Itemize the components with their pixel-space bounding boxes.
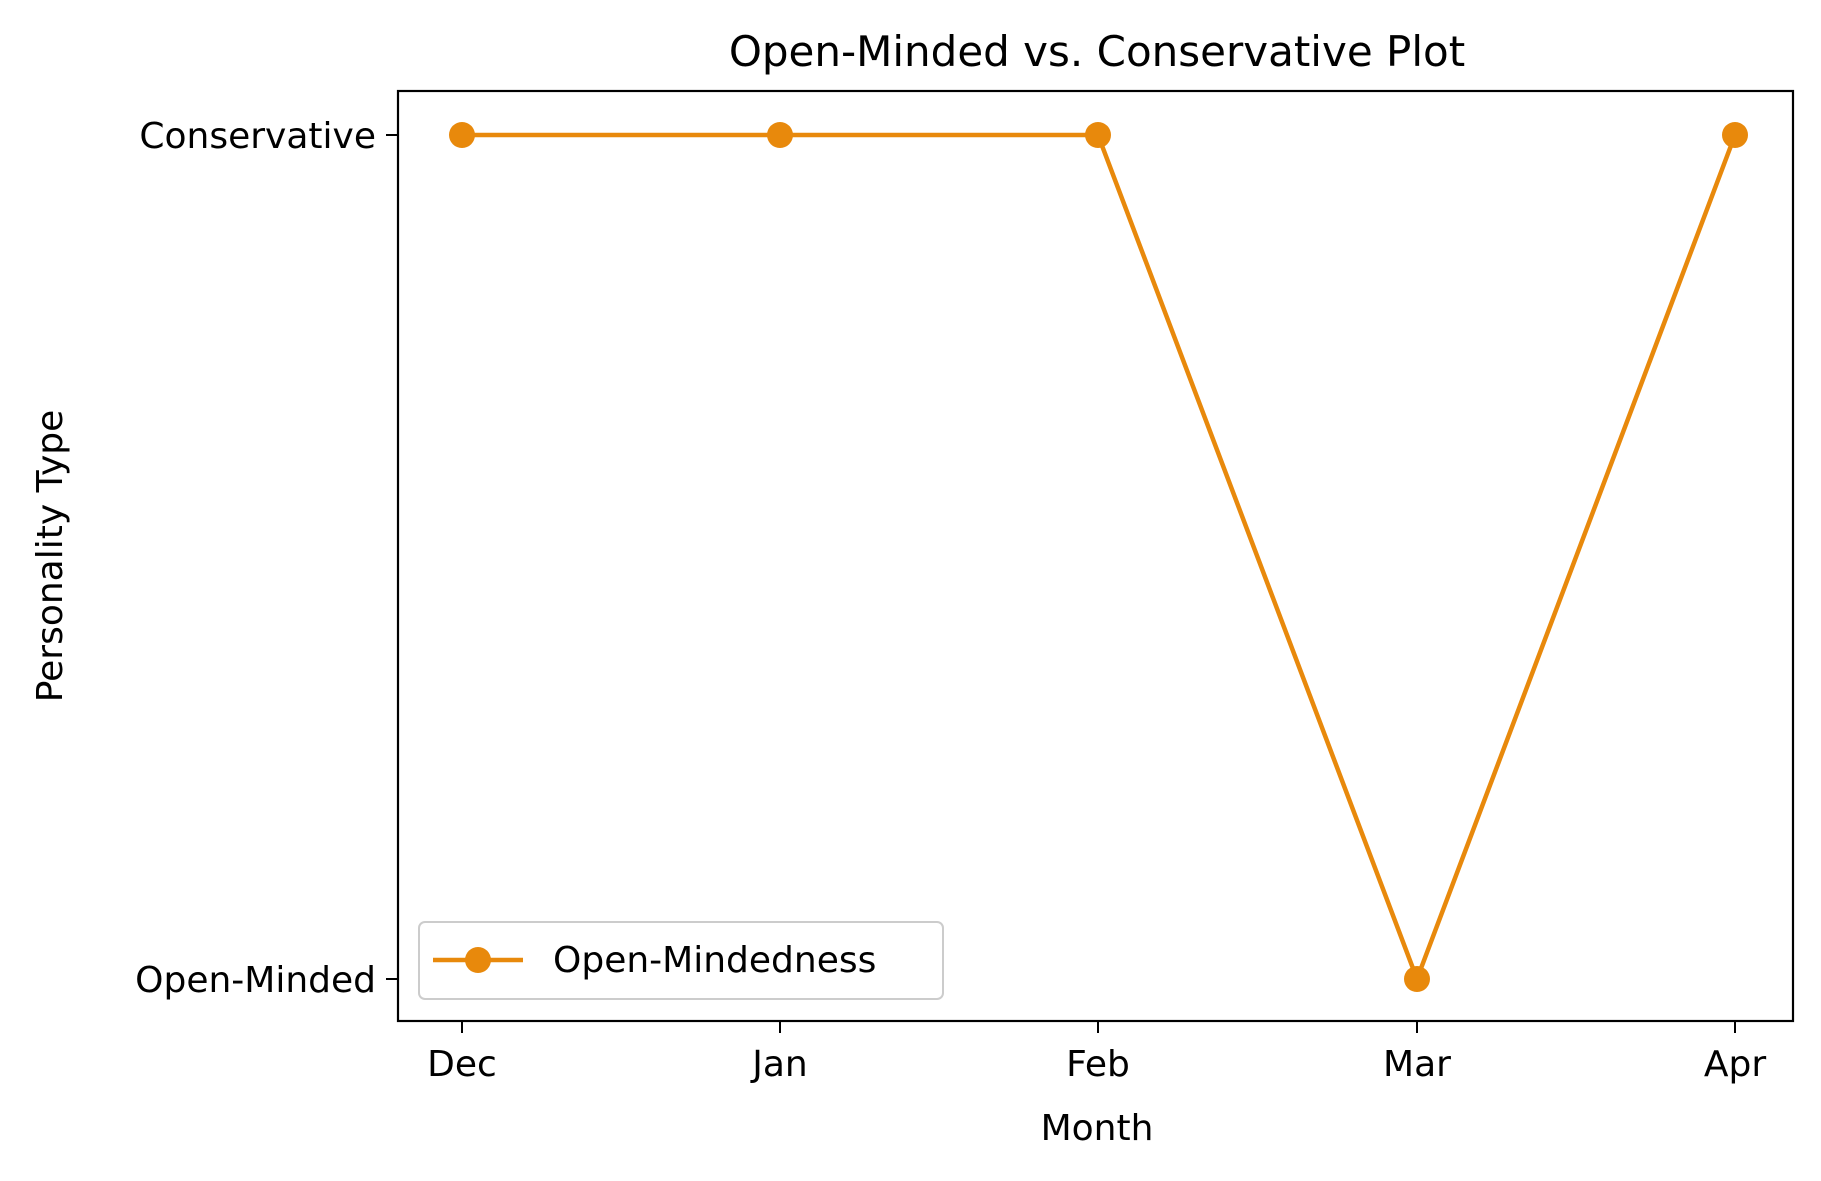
- y-axis: Open-Minded Conservative: [135, 116, 398, 1001]
- x-tick-label: Feb: [1066, 1044, 1130, 1085]
- legend-box: [418, 921, 944, 1000]
- data-point: [1404, 966, 1430, 992]
- y-axis-label: Personality Type: [30, 410, 71, 703]
- series-line-open-mindedness: [462, 132, 1738, 982]
- x-tick-label: Dec: [427, 1044, 497, 1085]
- y-tick-label: Conservative: [139, 116, 376, 157]
- legend: Open-Mindedness: [418, 921, 944, 1000]
- data-point: [1722, 122, 1748, 148]
- legend-label: Open-Mindedness: [553, 940, 876, 981]
- x-axis: Dec Jan Feb Mar Apr: [427, 1021, 1766, 1085]
- data-point: [767, 122, 793, 148]
- legend-marker-swatch: [465, 947, 491, 973]
- x-tick-label: Mar: [1383, 1044, 1451, 1085]
- x-axis-label: Month: [1041, 1108, 1154, 1149]
- y-tick-label: Open-Minded: [135, 960, 376, 1001]
- chart-title: Open-Minded vs. Conservative Plot: [729, 27, 1465, 76]
- data-point: [449, 122, 475, 148]
- series-layer: [449, 122, 1748, 992]
- data-point: [1085, 122, 1111, 148]
- x-tick-label: Apr: [1704, 1044, 1766, 1085]
- x-tick-label: Jan: [750, 1044, 808, 1085]
- plot-area-frame: [396, 89, 1795, 1023]
